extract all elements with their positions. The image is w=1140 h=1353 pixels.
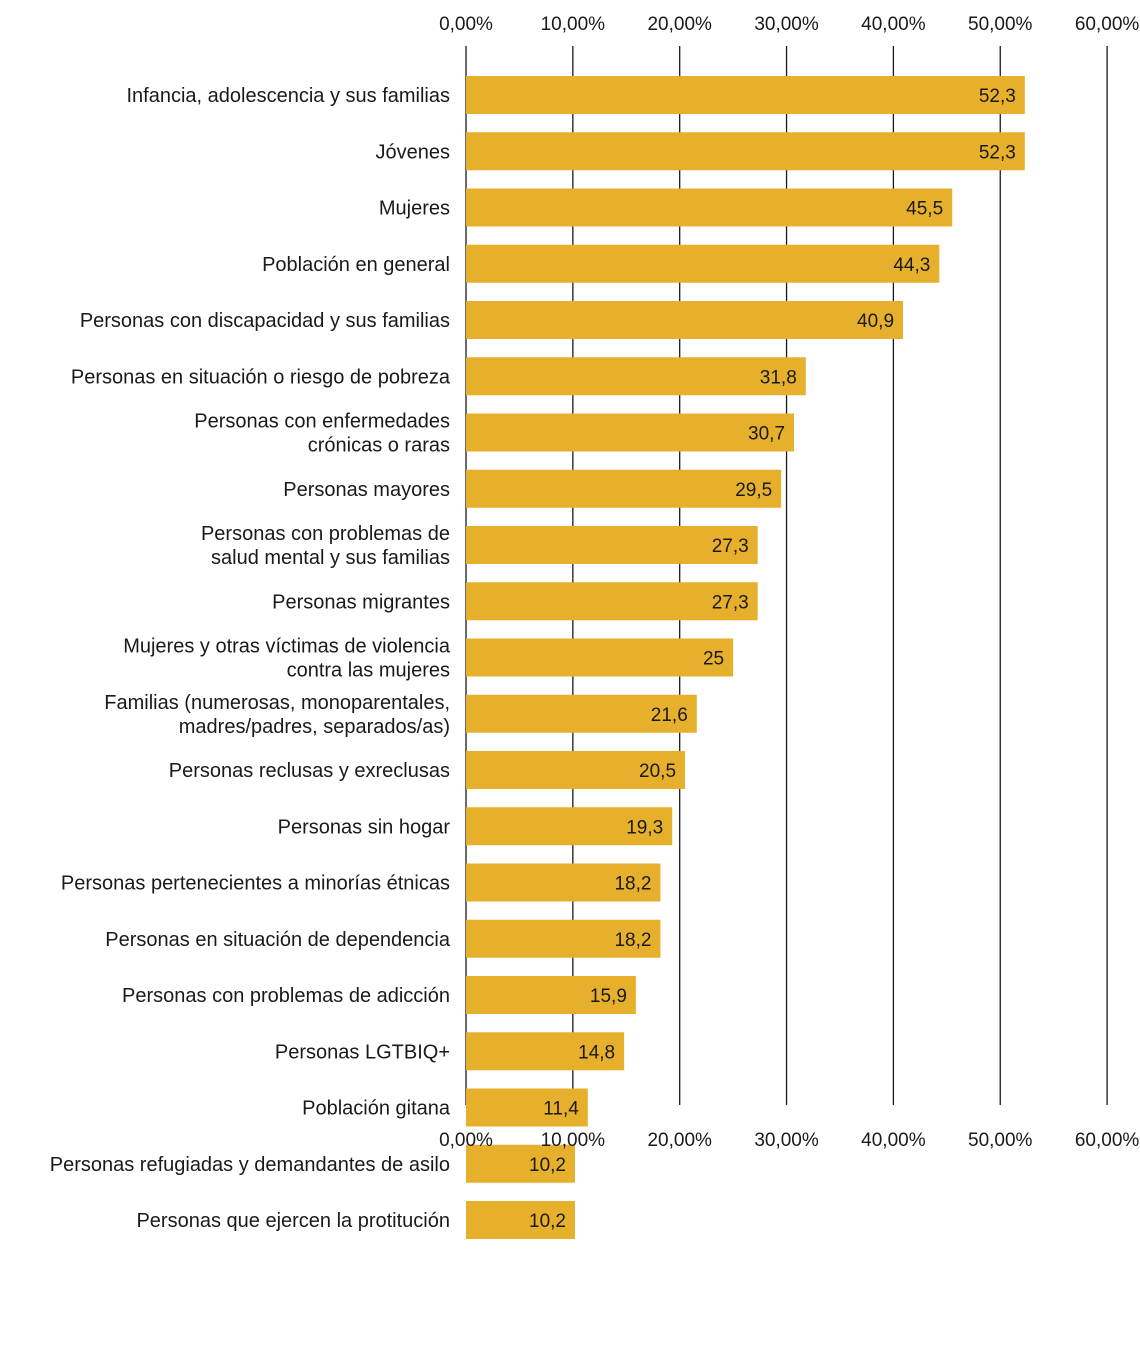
x-tick-label-top: 20,00% [647, 14, 712, 35]
x-tick-label-bottom: 50,00% [968, 1130, 1033, 1151]
bar-value-label: 10,2 [529, 1155, 566, 1176]
x-tick-label-bottom: 20,00% [647, 1130, 712, 1151]
x-tick-label-top: 30,00% [754, 14, 819, 35]
category-label: Personas con problemas de [201, 523, 450, 545]
bar [466, 301, 904, 339]
bar [466, 413, 795, 452]
bar [466, 357, 806, 396]
bar-value-label: 45,5 [906, 199, 943, 220]
bar-value-label: 44,3 [893, 255, 930, 276]
category-label: Población gitana [302, 1098, 451, 1120]
bar-value-label: 29,5 [735, 480, 772, 501]
bar-value-label: 30,7 [748, 424, 785, 445]
bar-value-label: 15,9 [590, 986, 627, 1007]
x-tick-label-top: 50,00% [968, 14, 1033, 35]
bar [466, 76, 1025, 114]
bar-value-label: 14,8 [578, 1042, 615, 1063]
bars [466, 76, 1025, 1239]
bar-value-label: 21,6 [651, 705, 688, 726]
category-label: Personas en situación de dependencia [105, 929, 451, 951]
bar [466, 638, 734, 677]
category-label: Personas con problemas de adicción [122, 985, 450, 1007]
bar [466, 863, 661, 902]
bar-value-label: 18,2 [614, 930, 651, 951]
bar-value-label: 27,3 [712, 592, 749, 613]
bar [466, 1088, 588, 1127]
bar [466, 976, 636, 1014]
x-tick-label-bottom: 30,00% [754, 1130, 819, 1151]
bar-value-label: 11,4 [543, 1099, 579, 1120]
bar [466, 1144, 575, 1183]
bar [466, 526, 758, 564]
bar [466, 1201, 575, 1239]
category-label: Mujeres y otras víctimas de violencia [123, 636, 451, 658]
bar [466, 132, 1025, 171]
labels: 0,00% 0,00% 10,00% 10,00% 20,00% 20,00% 30,00%… [50, 14, 1140, 1232]
bar [466, 244, 940, 283]
x-tick-label-top: 10,00% [541, 14, 606, 35]
category-label: Personas reclusas y exreclusas [169, 760, 450, 782]
category-label: Personas que ejercen la protitución [136, 1210, 450, 1232]
category-label: madres/padres, separados/as) [179, 716, 450, 738]
category-label: Personas con discapacidad y sus familias [80, 310, 450, 332]
bar [466, 1032, 625, 1071]
category-label: Personas refugiadas y demandantes de asi… [50, 1154, 450, 1176]
x-tick-label-bottom: 0,00% [439, 1130, 493, 1151]
bar-value-label: 10,2 [529, 1211, 566, 1232]
category-label: Personas con enfermedades [194, 411, 450, 433]
category-label: Mujeres [379, 198, 450, 220]
x-tick-label-top: 0,00% [439, 14, 493, 35]
bar [466, 919, 661, 958]
x-tick-label-bottom: 60,00% [1075, 1130, 1140, 1151]
bar [466, 188, 953, 227]
category-label: Personas en situación o riesgo de pobrez… [71, 366, 451, 388]
category-label: Personas migrantes [272, 591, 450, 613]
x-tick-label-top: 60,00% [1075, 14, 1140, 35]
category-label: Personas sin hogar [278, 816, 451, 838]
category-label: Infancia, adolescencia y sus familias [127, 85, 451, 107]
x-tick-label-bottom: 40,00% [861, 1130, 926, 1151]
category-label: Personas pertenecientes a minorías étnic… [61, 873, 450, 895]
bar-value-label: 52,3 [979, 142, 1016, 163]
bar [466, 582, 758, 621]
bar-value-label: 31,8 [760, 367, 797, 388]
category-label: Personas LGTBIQ+ [275, 1041, 450, 1063]
category-label: Población en general [262, 254, 450, 276]
bar-value-label: 19,3 [626, 817, 663, 838]
category-label: contra las mujeres [287, 660, 450, 682]
bar [466, 751, 686, 789]
category-label: Jóvenes [376, 141, 451, 163]
bar-value-label: 25 [703, 649, 724, 670]
category-label: salud mental y sus familias [211, 547, 450, 569]
category-label: Personas mayores [283, 479, 450, 501]
bar-value-label: 52,3 [979, 86, 1016, 107]
bar-value-label: 20,5 [639, 761, 676, 782]
x-tick-label-top: 40,00% [861, 14, 926, 35]
category-label: crónicas o raras [308, 435, 450, 457]
x-tick-label-bottom: 10,00% [541, 1130, 606, 1151]
bar [466, 469, 782, 508]
bar [466, 694, 697, 733]
category-label: Familias (numerosas, monoparentales, [104, 692, 450, 714]
bar-value-label: 27,3 [712, 536, 749, 557]
bar [466, 807, 673, 846]
bar-value-label: 18,2 [614, 874, 651, 895]
bar-value-label: 40,9 [857, 311, 894, 332]
